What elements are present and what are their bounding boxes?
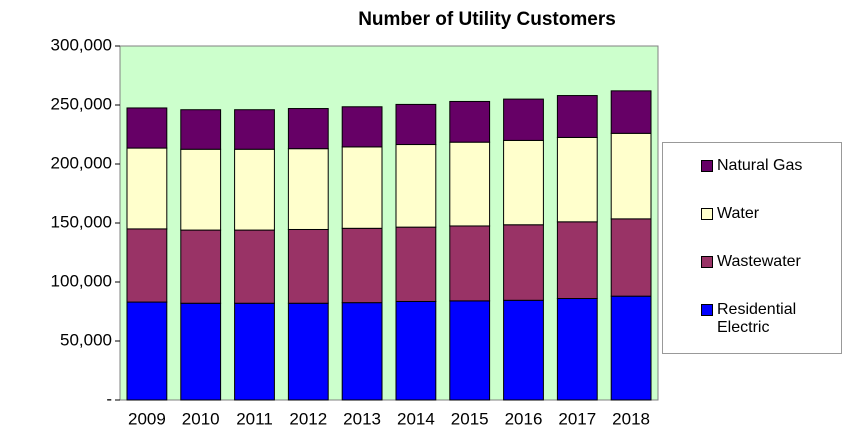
x-tick-label: 2015 bbox=[451, 409, 489, 428]
y-tick-label: - bbox=[106, 389, 112, 408]
legend-label: Water bbox=[717, 205, 760, 222]
y-tick-label: 200,000 bbox=[51, 153, 112, 172]
x-tick-label: 2011 bbox=[236, 409, 273, 428]
bar-segment bbox=[234, 229, 275, 304]
legend-swatch bbox=[701, 160, 713, 172]
bar-segment bbox=[126, 228, 168, 303]
bar-segment bbox=[287, 108, 329, 150]
bar-segment bbox=[610, 132, 652, 220]
y-tick-label: 300,000 bbox=[51, 35, 112, 54]
bar-segment bbox=[180, 229, 222, 304]
bar-segment bbox=[234, 302, 275, 401]
bar-segment bbox=[126, 107, 168, 149]
x-tick-label: 2018 bbox=[612, 409, 650, 428]
bar-segment bbox=[341, 106, 383, 148]
legend-label: Natural Gas bbox=[717, 157, 803, 174]
bar-segment bbox=[287, 302, 329, 401]
bar-segment bbox=[556, 136, 598, 223]
bar-segment bbox=[556, 95, 598, 138]
bar-segment bbox=[341, 146, 383, 229]
bar-segment bbox=[395, 300, 437, 401]
legend-swatch bbox=[701, 208, 713, 220]
y-tick-label: 100,000 bbox=[51, 271, 112, 290]
bar-segment bbox=[234, 148, 275, 231]
bar-segment bbox=[449, 141, 491, 227]
bar-segment bbox=[556, 221, 598, 300]
legend-label: Wastewater bbox=[717, 253, 801, 270]
y-tick-label: 50,000 bbox=[60, 330, 112, 349]
legend-swatch bbox=[701, 256, 713, 268]
bar-segment bbox=[180, 109, 222, 150]
bar-segment bbox=[556, 298, 598, 401]
bar-segment bbox=[503, 224, 544, 301]
x-tick-label: 2014 bbox=[397, 409, 435, 428]
bar-segment bbox=[341, 227, 383, 304]
bar-segment bbox=[449, 300, 491, 401]
bar-segment bbox=[287, 228, 329, 304]
chart-title: Number of Utility Customers bbox=[358, 9, 616, 30]
bar-segment bbox=[341, 302, 383, 401]
legend-item: Water bbox=[701, 205, 827, 223]
legend-item: Natural Gas bbox=[701, 157, 827, 175]
bar-segment bbox=[503, 98, 544, 141]
x-tick-label: 2013 bbox=[343, 409, 381, 428]
y-tick-label: 250,000 bbox=[51, 94, 112, 113]
legend-swatch bbox=[701, 304, 713, 316]
x-tick-label: 2009 bbox=[128, 409, 166, 428]
bar-segment bbox=[610, 218, 652, 297]
bar-segment bbox=[126, 147, 168, 230]
legend-label: Residential Electric bbox=[717, 301, 797, 336]
bar-segment bbox=[395, 226, 437, 302]
y-tick-label: 150,000 bbox=[51, 212, 112, 231]
x-tick-label: 2016 bbox=[505, 409, 543, 428]
x-tick-label: 2017 bbox=[558, 409, 596, 428]
legend-item: Wastewater bbox=[701, 253, 827, 271]
x-tick-label: 2010 bbox=[182, 409, 220, 428]
bar-segment bbox=[610, 295, 652, 401]
legend-item: Residential Electric bbox=[701, 301, 827, 337]
bar-segment bbox=[449, 225, 491, 302]
bar-segment bbox=[126, 301, 168, 401]
bar-segment bbox=[503, 299, 544, 401]
x-tick-label: 2012 bbox=[289, 409, 327, 428]
bar-segment bbox=[180, 302, 222, 401]
bar-segment bbox=[395, 103, 437, 146]
bar-segment bbox=[503, 139, 544, 226]
bar-segment bbox=[395, 144, 437, 228]
bar-segment bbox=[449, 100, 491, 143]
bar-segment bbox=[287, 148, 329, 230]
bar-segment bbox=[610, 90, 652, 134]
legend: Residential Electric Wastewater Water Natur… bbox=[662, 142, 842, 354]
bar-segment bbox=[180, 148, 222, 231]
bar-segment bbox=[234, 109, 275, 150]
